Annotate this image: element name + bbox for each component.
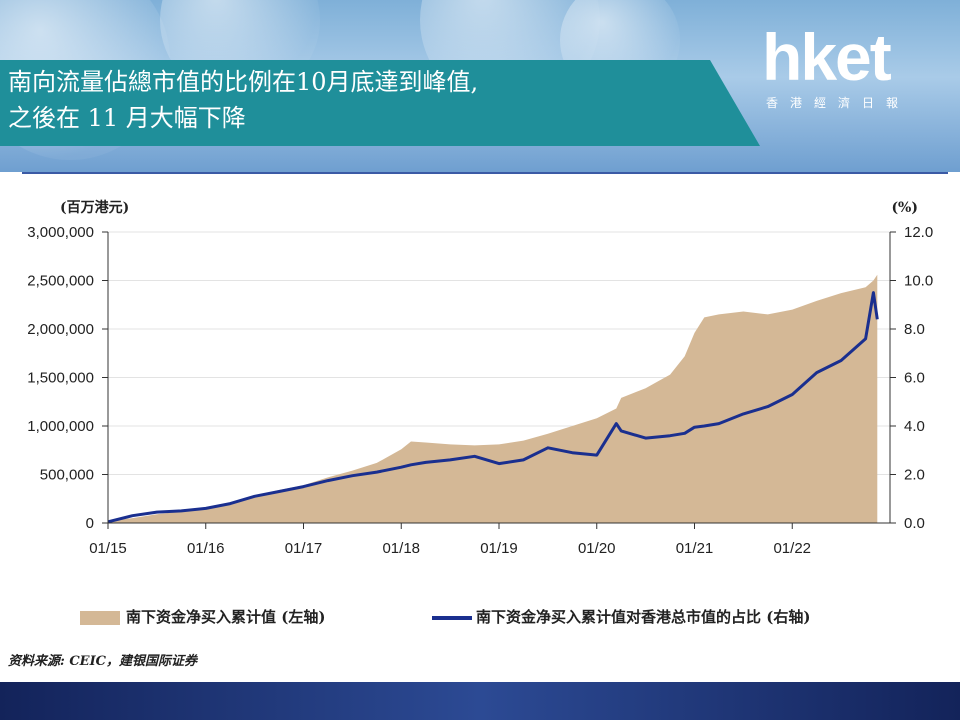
area-series-cumulative: [108, 274, 878, 523]
y-tick-right: 8.0: [904, 321, 925, 338]
axes: [102, 231, 896, 529]
line-series-share: [107, 291, 879, 524]
y-tick-right: 10.0: [904, 273, 933, 290]
x-tick-label: 01/22: [773, 540, 811, 557]
footer-bar: [0, 682, 960, 720]
legend-area: 南下资金净买入累计值 (左轴): [80, 606, 325, 627]
x-tick-label: 01/21: [676, 540, 714, 557]
legend-line-swatch: [432, 616, 472, 620]
header-banner: 南向流量佔總市值的比例在10月底達到峰值, 之後在 11 月大幅下降 hket …: [0, 0, 960, 172]
x-tick-label: 01/18: [382, 540, 420, 557]
y-tick-left: 1,000,000: [27, 418, 94, 435]
chart: (百万港元) (%) 0 0.0 500,000 2.0 1,000,000 4.0 1,5…: [27, 199, 933, 557]
x-tick-label: 01/19: [480, 540, 518, 557]
source-note: 资料来源: CEIC，建银国际证券: [8, 654, 198, 669]
x-tick-label: 01/20: [578, 540, 616, 557]
y-tick-right: 6.0: [904, 370, 925, 387]
y-tick-right: 4.0: [904, 418, 925, 435]
tick-labels: 0 0.0 500,000 2.0 1,000,000 4.0 1,500,000 6.0 2,…: [27, 224, 933, 557]
y-tick-left: 3,000,000: [27, 224, 94, 241]
legend-line-label: 南下资金净买入累计值对香港总市值的占比 (右轴): [476, 608, 811, 626]
y-tick-left: 2,000,000: [27, 321, 94, 338]
x-tick-label: 01/16: [187, 540, 225, 557]
legend-area-label: 南下资金净买入累计值 (左轴): [126, 608, 326, 626]
header-divider: [22, 172, 948, 174]
y-tick-left: 0: [86, 515, 94, 532]
y-axis-left-unit: (百万港元): [60, 199, 129, 216]
y-tick-right: 12.0: [904, 224, 933, 241]
y-tick-right: 0.0: [904, 515, 925, 532]
hket-logo: hket: [762, 20, 892, 94]
legend-area-swatch: [80, 611, 120, 625]
y-tick-right: 2.0: [904, 467, 925, 484]
title-band: [0, 60, 760, 146]
page-title: 南向流量佔總市值的比例在10月底達到峰值, 之後在 11 月大幅下降: [8, 64, 478, 136]
y-tick-left: 500,000: [40, 467, 94, 484]
x-tick-label: 01/15: [89, 540, 127, 557]
y-tick-left: 2,500,000: [27, 273, 94, 290]
hket-logo-subtitle: 香港經濟日報: [766, 96, 911, 110]
y-tick-left: 1,500,000: [27, 370, 94, 387]
legend-line: 南下资金净买入累计值对香港总市值的占比 (右轴): [432, 606, 810, 627]
title-line-1: 南向流量佔總市值的比例在10月底達到峰值,: [8, 68, 479, 96]
x-tick-label: 01/17: [285, 540, 323, 557]
title-line-2: 之後在 11 月大幅下降: [8, 104, 246, 132]
y-axis-right-unit: (%): [891, 200, 918, 216]
